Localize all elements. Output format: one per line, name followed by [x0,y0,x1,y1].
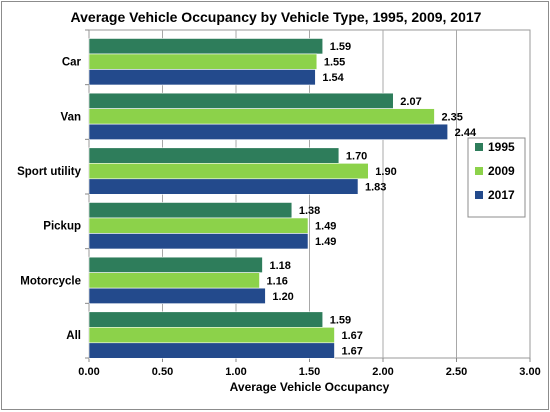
data-label: 1.38 [299,205,320,217]
legend-box [467,137,526,218]
bar [88,178,359,195]
bar [88,256,263,273]
bar [88,92,394,109]
bar [88,53,318,70]
legend-swatch [475,167,483,175]
data-label: 2.07 [400,96,421,108]
data-label: 1.90 [375,166,396,178]
data-label: 1.67 [341,346,362,358]
category-label: Van [61,111,81,123]
x-tick-label: 1.50 [299,366,320,378]
data-label: 1.83 [365,182,386,194]
data-label: 1.20 [272,291,293,303]
x-tick-label: 0.50 [152,366,173,378]
category-label: Pickup [43,221,81,233]
bar [88,108,435,125]
x-tick-label: 1.00 [225,366,246,378]
bar [88,217,309,234]
data-label: 1.54 [322,72,344,84]
x-tick-label: 2.50 [446,366,467,378]
x-tick-label: 3.00 [519,366,540,378]
data-label: 1.55 [324,57,345,69]
data-label: 2.44 [455,127,477,139]
x-tick-label: 2.00 [372,366,393,378]
bar [88,69,316,86]
category-label: Car [62,57,82,69]
x-tick-label: 0.00 [78,366,99,378]
data-label: 1.59 [330,41,351,53]
data-label: 1.18 [269,260,290,272]
legend: 1995 2009 2017 [467,137,526,218]
data-label: 1.67 [341,330,362,342]
category-label: All [66,330,81,342]
bar [88,38,324,55]
bar [88,287,266,304]
data-label: 1.59 [330,315,351,327]
x-axis-title: Average Vehicle Occupancy [230,380,390,394]
bar [88,311,324,328]
bar [88,163,369,180]
chart-title: Average Vehicle Occupancy by Vehicle Typ… [70,9,482,25]
category-label: Sport utility [17,166,81,178]
legend-label: 2017 [488,188,515,202]
bar [88,233,309,250]
data-label: 1.49 [315,236,336,248]
category-label: Motorcycle [20,275,81,287]
legend-swatch [475,143,483,151]
legend-label: 2009 [488,164,515,178]
data-label: 1.49 [315,221,336,233]
bar [88,123,448,140]
legend-swatch [475,191,483,199]
data-label: 2.35 [441,111,462,123]
bar [88,202,293,219]
data-label: 1.70 [346,151,367,163]
bar [88,342,335,359]
bar [88,147,340,164]
data-label: 1.16 [267,275,288,287]
legend-label: 1995 [488,140,515,154]
bar [88,327,335,344]
bar [88,272,260,289]
